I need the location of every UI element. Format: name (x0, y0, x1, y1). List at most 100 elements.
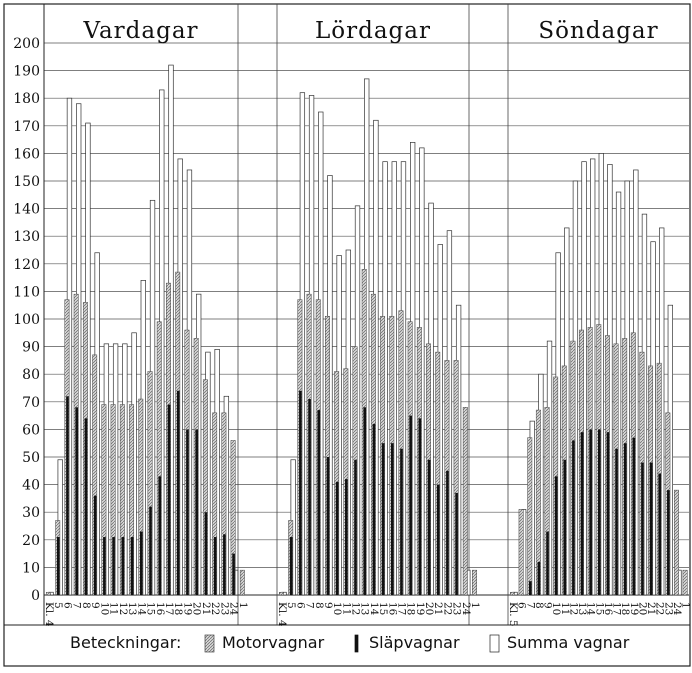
x-tick-label: Kl. 5 (507, 602, 519, 627)
bar-motorvagnar (46, 591, 51, 596)
bar-motorvagnar (518, 509, 524, 596)
x-tick-label: 7 (71, 602, 83, 609)
bar-slapvagnar (632, 437, 636, 595)
bar-slapvagnar (598, 429, 601, 595)
y-axis: 0 10 20 30 40 50 60 70 80 90 100 110 120 130 140 150 160… (13, 36, 40, 604)
x-tick-label: 12 (350, 602, 362, 615)
bar-slapvagnar (418, 418, 422, 595)
x-tick-label: 11 (340, 602, 352, 615)
legend-title: Beteckningar: (70, 633, 181, 652)
x-tick-label: 10 (331, 602, 343, 615)
bar-slapvagnar (436, 484, 440, 595)
bar-motorvagnar (472, 569, 477, 596)
x-tick-label: 13 (126, 602, 138, 615)
bar-slapvagnar (204, 512, 208, 595)
x-tick-label: 8 (80, 602, 92, 609)
bar-slapvagnar (589, 429, 592, 595)
x-tick-label: 21 (432, 602, 444, 615)
legend-swatch-slap (354, 634, 359, 653)
x-tick-label: 22 (654, 602, 666, 615)
bar-slapvagnar (649, 462, 653, 595)
y-tick-label: 10 (22, 560, 40, 576)
y-tick-label: 120 (13, 257, 40, 273)
bar-slapvagnar (363, 407, 367, 595)
bar-slapvagnar (455, 492, 458, 595)
x-tick-label: 13 (576, 602, 588, 615)
bar-slapvagnar (615, 448, 618, 595)
bar-slapvagnar (176, 390, 180, 595)
x-tick-label: 12 (117, 602, 129, 615)
y-tick-label: 110 (13, 284, 40, 300)
y-tick-label: 0 (31, 588, 40, 604)
bar-slapvagnar (130, 537, 134, 595)
panel-title: Söndagar (538, 18, 658, 44)
x-tick-label: 6 (516, 602, 528, 609)
legend-swatch-total (489, 634, 500, 653)
bar-slapvagnar (354, 459, 357, 595)
x-tick-label: 18 (405, 602, 417, 615)
bar-motorvagnar (239, 569, 245, 596)
x-tick-label: 17 (611, 602, 623, 615)
bar-slapvagnar (167, 404, 171, 595)
bar-slapvagnar (93, 495, 97, 595)
y-tick-label: 130 (13, 229, 40, 245)
x-tick-label: Kl. 4 (43, 602, 55, 627)
bar-slapvagnar (223, 534, 226, 595)
x-tick-label: 21 (645, 602, 657, 615)
y-tick-label: 190 (13, 64, 40, 80)
bar-slapvagnar (66, 396, 69, 595)
legend-label-motor: Motorvagnar (222, 633, 325, 652)
x-tick-label: 19 (181, 602, 193, 615)
x-tick-label: 16 (602, 602, 614, 616)
bar-slapvagnar (641, 462, 644, 595)
legend: Beteckningar: Motorvagnar Släpvagnar Summa … (70, 633, 630, 653)
x-tick-label: 16 (386, 602, 398, 616)
y-tick-label: 50 (22, 450, 40, 466)
x-tick-label: 24 (228, 602, 240, 616)
bar-motorvagnar (279, 591, 284, 596)
y-tick-label: 40 (22, 478, 40, 494)
y-tick-label: 150 (13, 174, 40, 190)
x-tick-label: 9 (89, 602, 101, 609)
y-tick-label: 180 (13, 91, 40, 107)
x-tick-label: 7 (524, 602, 536, 609)
x-tick-label: 24 (460, 602, 472, 616)
x-tick-label: 11 (559, 602, 571, 615)
bar-slapvagnar (658, 473, 662, 595)
bar-slapvagnar (326, 457, 330, 595)
x-tick-label: 20 (636, 602, 648, 615)
bar-slapvagnar (345, 479, 348, 595)
bar-slapvagnar (623, 443, 627, 595)
x-tick-label: 19 (414, 602, 426, 615)
x-tick-label: 1 (237, 602, 249, 609)
x-tick-label: 9 (542, 602, 554, 609)
bar-slapvagnar (308, 399, 311, 595)
legend-label-total: Summa vagnar (507, 633, 630, 652)
x-tick-label: 16 (154, 602, 166, 616)
x-tick-label: 11 (108, 602, 120, 615)
x-tick-label: 18 (172, 602, 184, 615)
y-tick-label: 160 (13, 146, 40, 162)
x-tick-label: 10 (98, 602, 110, 615)
bar-slapvagnar (335, 481, 339, 595)
panel-title: Lördagar (315, 18, 431, 44)
x-tick-label: 20 (191, 602, 203, 615)
y-tick-label: 80 (22, 367, 40, 383)
y-tick-label: 30 (22, 505, 40, 521)
bar-slapvagnar (381, 443, 385, 595)
y-tick-label: 140 (13, 202, 40, 218)
bar-motorvagnar (682, 569, 688, 596)
bar-slapvagnar (299, 390, 302, 595)
panel-title: Vardagar (82, 18, 198, 44)
x-tick-label: 1 (469, 602, 481, 609)
bar-slapvagnar (390, 443, 394, 595)
bar-slapvagnar (213, 537, 217, 595)
x-tick-label: 8 (533, 602, 545, 609)
bar-slapvagnar (149, 506, 152, 595)
bar-slapvagnar (563, 459, 567, 595)
bar-slapvagnar (140, 531, 143, 595)
y-tick-label: 70 (22, 395, 40, 411)
bar-slapvagnar (446, 470, 449, 595)
bar-slapvagnar (606, 432, 610, 595)
bar-slapvagnar (186, 429, 189, 595)
